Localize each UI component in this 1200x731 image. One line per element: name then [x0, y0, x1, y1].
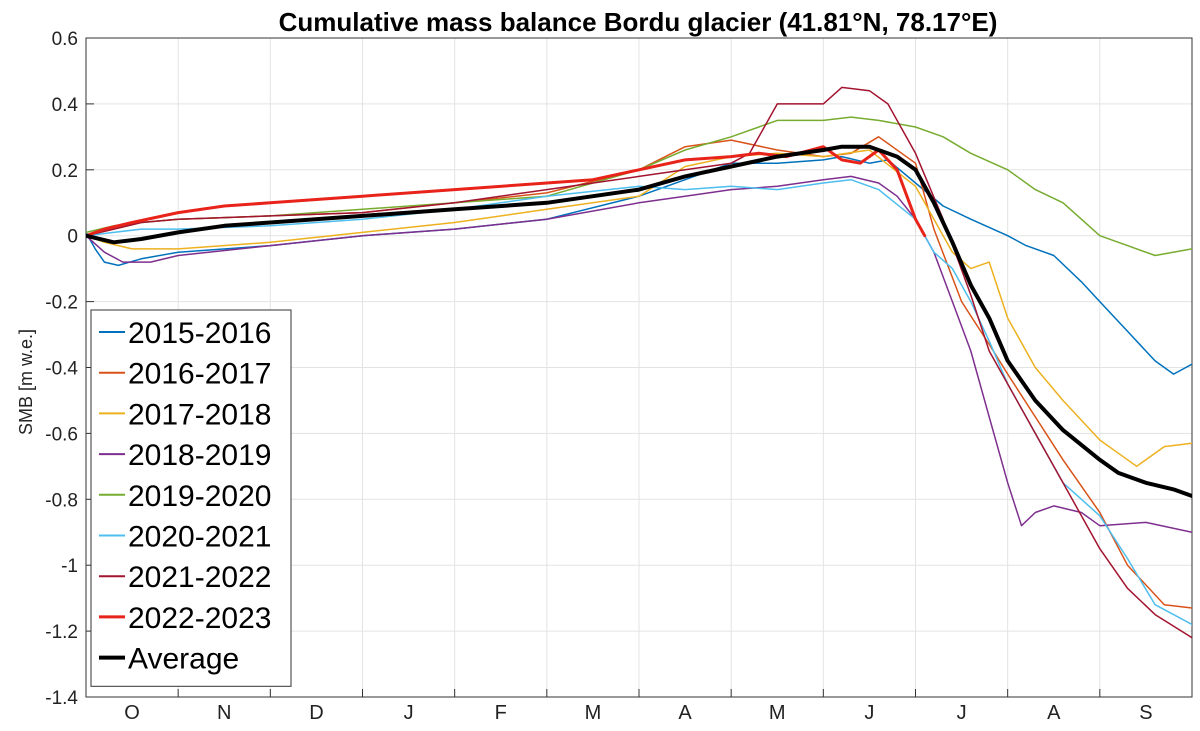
x-tick-label: N: [217, 702, 231, 724]
series-line-2017-2018: [86, 149, 1192, 468]
x-tick-label: M: [585, 702, 602, 724]
legend-label: 2015-2016: [128, 317, 271, 350]
y-tick-label: 0.4: [52, 95, 79, 116]
x-tick-label: A: [1047, 702, 1061, 724]
legend-label: 2022-2023: [128, 602, 271, 635]
y-tick-label: 0.2: [52, 161, 78, 182]
series-line-2021-2022: [86, 86, 1192, 639]
x-tick-label: J: [404, 702, 414, 724]
x-tick-label: F: [495, 702, 507, 724]
series-line-2015-2016: [86, 155, 1192, 375]
legend-label: Average: [128, 643, 239, 676]
y-tick-label: -0.6: [45, 424, 78, 445]
series-line-2018-2019: [86, 175, 1192, 534]
y-tick-label: -0.8: [45, 490, 78, 511]
series-line-2019-2020: [86, 116, 1192, 257]
chart-title: Cumulative mass balance Bordu glacier (4…: [279, 7, 998, 37]
series-line-average: [86, 144, 1192, 498]
y-tick-labels: 0.6 0.4 0.2 0 -0.2 -0.4 -0.6 -0.8 -1 -1.2 -1.4: [45, 29, 78, 709]
y-tick-label: -1: [61, 556, 78, 577]
x-tick-label: J: [864, 702, 874, 724]
x-tick-label: S: [1139, 702, 1152, 724]
y-axis-label: SMB [m w.e.]: [16, 329, 36, 435]
legend-label: 2021-2022: [128, 561, 271, 594]
legend-label: 2020-2021: [128, 521, 271, 554]
y-tick-label: 0: [67, 227, 78, 248]
x-tick-label: O: [124, 702, 140, 724]
y-tick-label: -0.4: [45, 359, 78, 380]
series-line-2022-2023: [86, 145, 927, 238]
x-tick-label: A: [678, 702, 692, 724]
legend-label: 2019-2020: [128, 480, 271, 513]
legend-label: 2017-2018: [128, 398, 271, 431]
y-tick-label: -1.2: [45, 622, 78, 643]
y-tick-label: -0.2: [45, 293, 78, 314]
y-tick-label: 0.6: [52, 29, 78, 50]
plot-area-border: [85, 37, 1193, 698]
y-tick-label: -1.4: [45, 688, 78, 709]
x-tick-label: M: [769, 702, 786, 724]
legend-label: 2018-2019: [128, 439, 271, 472]
x-tick-label: J: [957, 702, 967, 724]
series-layer: [86, 86, 1192, 639]
legend-label: 2016-2017: [128, 358, 271, 391]
x-tick-label: D: [309, 702, 323, 724]
legend: 2015-2016 2016-2017 2017-2018 2018-2019 2019…: [90, 309, 292, 687]
